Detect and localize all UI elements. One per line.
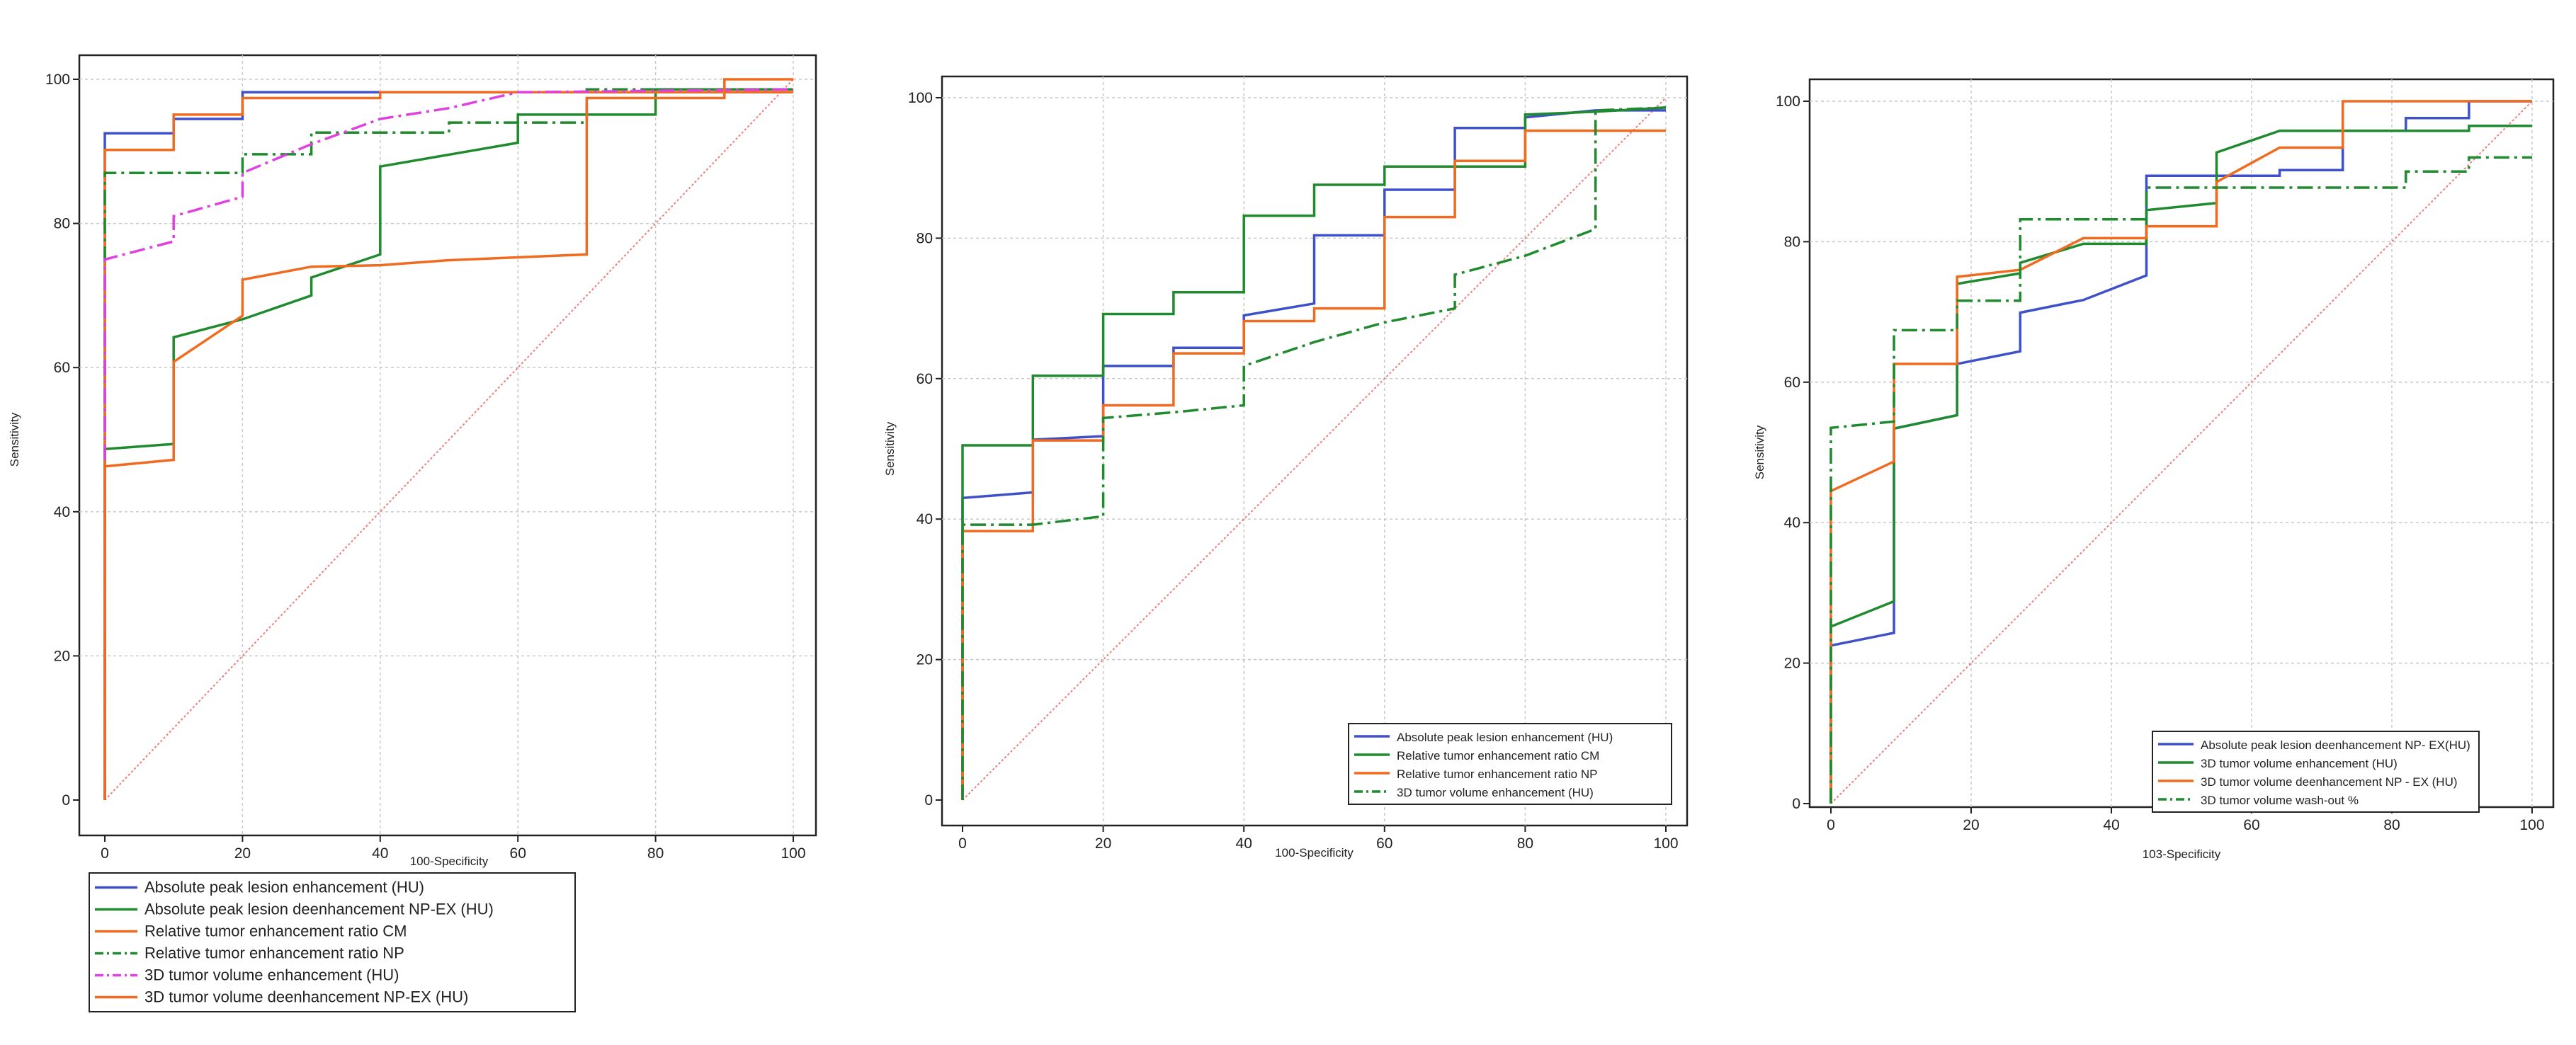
x-axis-title: 103-Specificity (2143, 847, 2221, 861)
x-tick-label: 80 (1517, 835, 1533, 852)
y-tick-label: 0 (62, 792, 70, 809)
x-tick-label: 100 (2519, 817, 2544, 833)
y-tick-label: 80 (917, 230, 933, 246)
y-tick-label: 60 (1784, 375, 1800, 391)
x-tick-label: 20 (234, 845, 251, 862)
legend-box (1348, 723, 1672, 805)
y-tick-label: 20 (1784, 656, 1800, 672)
plot-frame (941, 75, 1689, 827)
x-tick-label: 0 (1827, 817, 1835, 833)
roc-chart-1: 0 20 40 60 80 100 0 20 40 60 80 100 100-Specificity S… (8, 54, 817, 1012)
legend: Absolute peak lesion deenhancement NP- E… (2152, 731, 2480, 813)
legend-label: 3D tumor volume enhancement (HU) (2201, 757, 2398, 770)
x-axis-title: 100-Specificity (410, 855, 489, 868)
legend-label: Absolute peak lesion enhancement (HU) (144, 879, 424, 896)
roc-curves (1829, 100, 2532, 804)
y-tick-label: 60 (917, 371, 933, 387)
legend-label: Absolute peak lesion deenhancement NP- E… (2201, 738, 2470, 752)
x-tick-label: 0 (958, 835, 967, 852)
legend-label: 3D tumor volume enhancement (HU) (1397, 786, 1594, 799)
legend: Absolute peak lesion enhancement (HU) Abs… (89, 872, 576, 1012)
roc-curves (103, 78, 794, 800)
y-tick-label: 40 (54, 504, 70, 520)
axis-ticks: 0 20 40 60 80 100 0 20 40 60 80 100 (45, 72, 806, 862)
y-tick-label: 40 (1784, 515, 1800, 531)
y-tick-label: 80 (1784, 234, 1800, 250)
chart-panels: 0 20 40 60 80 100 0 20 40 60 80 100 100-Specificity S… (8, 54, 2555, 1012)
legend-box (2152, 731, 2480, 813)
x-tick-label: 20 (1963, 817, 1979, 833)
legend-label: Absolute peak lesion enhancement (HU) (1397, 731, 1613, 744)
y-tick-label: 60 (54, 360, 70, 376)
reference-diagonal (104, 79, 794, 801)
y-axis-title: Sensitivity (883, 421, 897, 476)
roc-curve-series-4 (961, 106, 1667, 800)
x-tick-label: 0 (101, 845, 109, 862)
axis-ticks: 0 20 40 60 80 100 0 20 40 60 80 100 (1776, 93, 2545, 833)
x-tick-label: 60 (2243, 817, 2259, 833)
legend-label: Relative tumor enhancement ratio NP (1397, 767, 1597, 781)
y-tick-label: 100 (908, 90, 933, 106)
x-tick-label: 40 (372, 845, 388, 862)
gridlines (79, 55, 816, 835)
y-tick-label: 20 (917, 652, 933, 668)
x-tick-label: 80 (2383, 817, 2400, 833)
x-tick-label: 40 (2103, 817, 2119, 833)
roc-chart-3: 0 20 40 60 80 100 0 20 40 60 80 100 103-Specificity S… (1753, 78, 2555, 861)
y-axis-title: Sensitivity (8, 412, 21, 467)
legend-label: Relative tumor enhancement ratio CM (144, 923, 407, 940)
y-tick-label: 0 (1792, 796, 1800, 812)
roc-curve-series-5 (103, 88, 794, 800)
x-tick-label: 20 (1095, 835, 1111, 852)
roc-curve-series-6 (103, 78, 793, 800)
legend-box (89, 872, 576, 1012)
roc-curve-series-3 (103, 91, 793, 800)
y-tick-label: 40 (917, 511, 933, 527)
x-tick-label: 100 (781, 845, 805, 862)
y-tick-label: 100 (1776, 93, 1800, 110)
legend-label: Relative tumor enhancement ratio CM (1397, 749, 1599, 763)
y-tick-label: 0 (924, 792, 933, 809)
roc-curve-series-4 (1829, 156, 2532, 804)
x-axis-title: 100-Specificity (1275, 846, 1354, 860)
y-tick-label: 100 (45, 72, 70, 88)
legend-label: Relative tumor enhancement ratio NP (144, 944, 404, 962)
axis-ticks: 0 20 40 60 80 100 0 20 40 60 80 100 (908, 90, 1679, 852)
legend-label: 3D tumor volume deenhancement NP - EX (H… (2201, 775, 2458, 789)
legend-label: 3D tumor volume enhancement (HU) (144, 966, 399, 984)
legend: Absolute peak lesion enhancement (HU) Rel… (1348, 723, 1672, 805)
legend-label: 3D tumor volume deenhancement NP-EX (HU) (144, 988, 468, 1006)
x-tick-label: 60 (510, 845, 526, 862)
plot-frame (78, 54, 817, 837)
x-tick-label: 80 (647, 845, 664, 862)
roc-curves (961, 106, 1667, 800)
roc-chart-2: 0 20 40 60 80 100 0 20 40 60 80 100 100-Specificity S… (883, 75, 1689, 860)
legend-label: Absolute peak lesion deenhancement NP-EX… (144, 901, 494, 918)
x-tick-label: 100 (1653, 835, 1678, 852)
x-tick-label: 60 (1376, 835, 1392, 852)
roc-curve-series-3 (961, 129, 1666, 800)
legend-label: 3D tumor volume wash-out % (2201, 794, 2359, 807)
x-tick-label: 40 (1236, 835, 1252, 852)
y-tick-label: 80 (54, 216, 70, 232)
roc-curve-series-1 (961, 109, 1666, 800)
y-tick-label: 20 (54, 648, 70, 664)
y-axis-title: Sensitivity (1753, 425, 1766, 479)
